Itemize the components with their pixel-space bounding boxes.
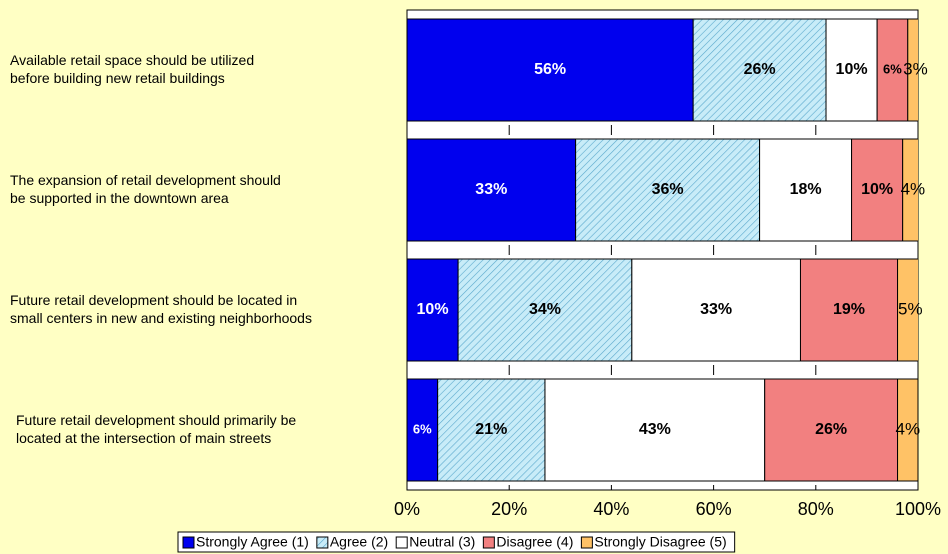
category-label: Future retail development should primari… xyxy=(16,412,296,446)
x-tick-label: 100% xyxy=(895,499,941,519)
data-label: 18% xyxy=(790,181,822,198)
data-label: 26% xyxy=(744,61,776,78)
category-label: Future retail development should be loca… xyxy=(10,292,312,326)
data-label: 10% xyxy=(417,301,449,318)
bar-segment xyxy=(799,258,899,362)
legend-swatch xyxy=(316,536,329,549)
x-tick-label: 20% xyxy=(491,499,527,519)
data-label: 26% xyxy=(815,421,847,438)
bar-segment xyxy=(902,138,918,242)
bar-segment xyxy=(437,378,546,482)
data-label: 6% xyxy=(883,61,902,76)
legend-label: Neutral (3) xyxy=(409,534,475,550)
category-label: Available retail space should be utilize… xyxy=(10,52,254,86)
data-label: 10% xyxy=(861,181,893,198)
x-tick-label: 40% xyxy=(593,499,629,519)
legend-label: Disagree (4) xyxy=(496,534,573,550)
data-label: 56% xyxy=(534,61,566,78)
bar-segment xyxy=(407,18,694,122)
legend-swatch xyxy=(580,536,593,549)
data-label: 10% xyxy=(836,61,868,78)
bar-segment xyxy=(631,258,801,362)
data-label: 19% xyxy=(833,301,865,318)
x-tick-label: 60% xyxy=(696,499,732,519)
bar-segment xyxy=(407,138,577,242)
legend-swatch xyxy=(482,536,495,549)
bar-segment xyxy=(759,138,853,242)
legend-label: Agree (2) xyxy=(330,534,388,550)
data-label: 4% xyxy=(895,419,920,438)
bars xyxy=(407,18,918,482)
data-label: 21% xyxy=(475,421,507,438)
bar-segment xyxy=(407,378,439,482)
legend-swatch xyxy=(182,536,195,549)
bar-segment xyxy=(764,378,899,482)
bar-segment xyxy=(692,18,827,122)
data-label: 43% xyxy=(639,421,671,438)
data-label: 34% xyxy=(529,301,561,318)
data-label: 33% xyxy=(700,301,732,318)
x-tick-label: 80% xyxy=(798,499,834,519)
bar-segment xyxy=(407,258,459,362)
bar-segment xyxy=(575,138,761,242)
legend-label: Strongly Agree (1) xyxy=(196,534,309,550)
bar-segment xyxy=(897,258,918,362)
data-label: 6% xyxy=(413,421,432,436)
data-label: 5% xyxy=(898,299,923,318)
bar-segment xyxy=(876,18,909,122)
bar-segment xyxy=(457,258,633,362)
bar-segment xyxy=(907,18,918,122)
category-label: The expansion of retail development shou… xyxy=(10,172,281,206)
bar-segment xyxy=(544,378,766,482)
bar-segment xyxy=(897,378,918,482)
data-label: 4% xyxy=(901,179,926,198)
data-label: 3% xyxy=(903,59,928,78)
data-label: 33% xyxy=(475,181,507,198)
x-tick-label: 0% xyxy=(394,499,420,519)
legend-swatch xyxy=(395,536,408,549)
bar-segment xyxy=(825,18,878,122)
data-label: 36% xyxy=(652,181,684,198)
legend-label: Strongly Disagree (5) xyxy=(594,534,726,550)
